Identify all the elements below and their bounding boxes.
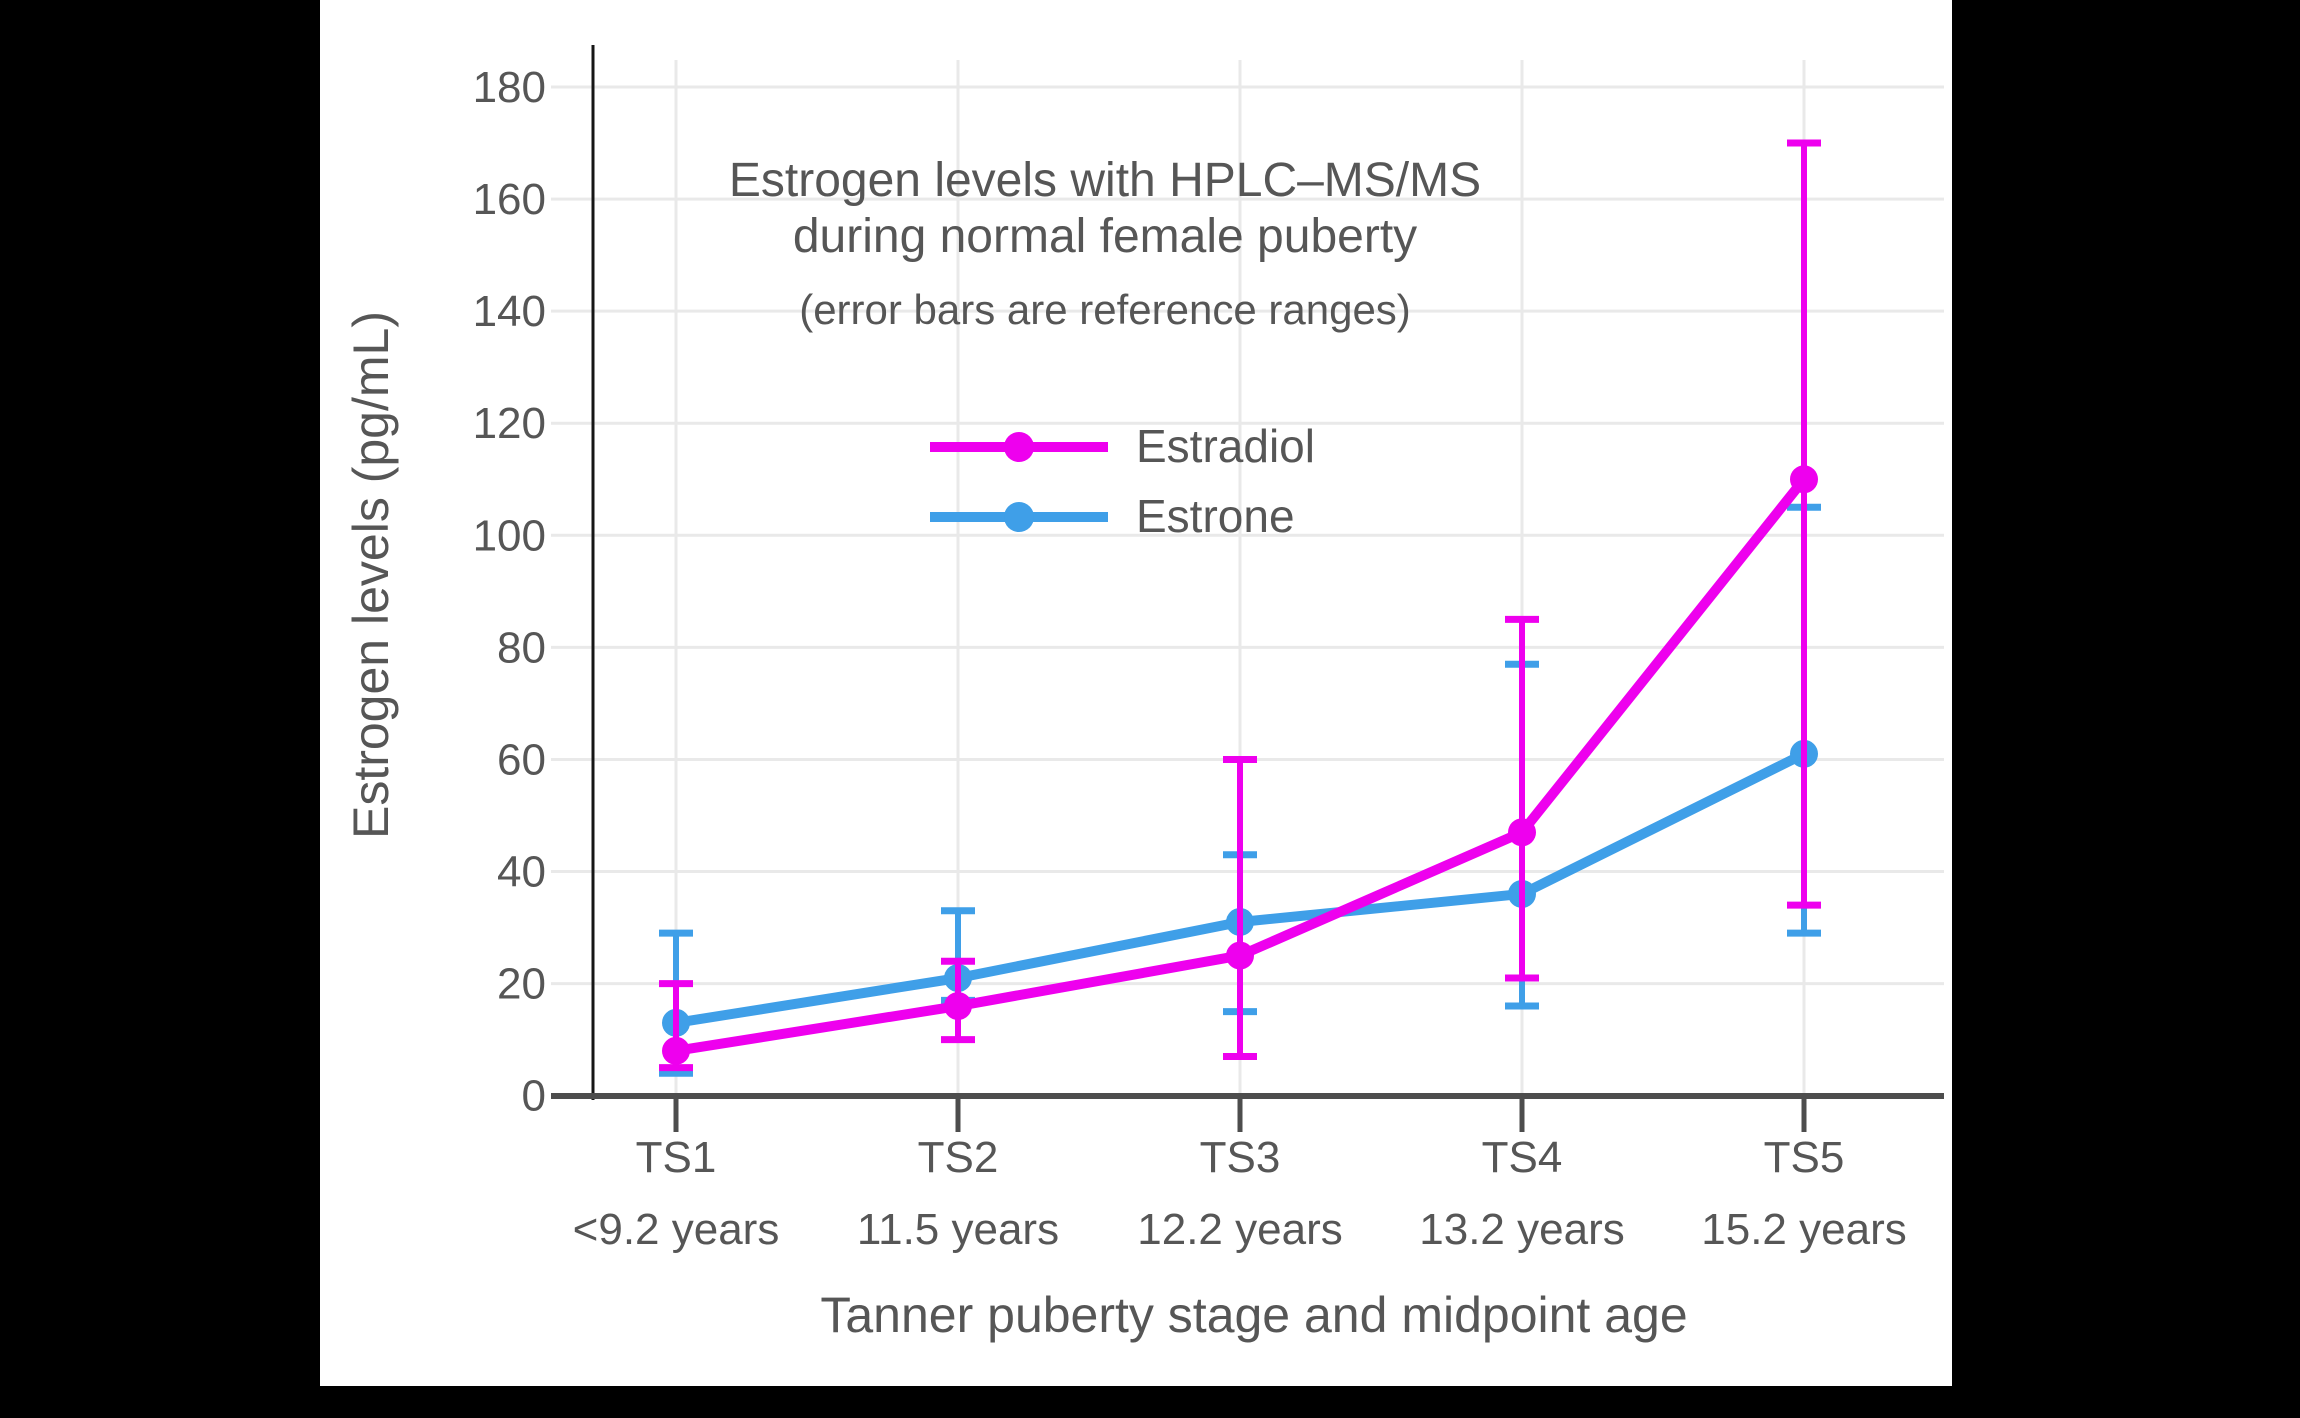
legend-item-estradiol: Estradiol bbox=[930, 420, 1315, 472]
x-tick-stage-label-TS5: TS5 bbox=[1764, 1133, 1845, 1182]
y-tick-label-120: 120 bbox=[473, 399, 546, 448]
y-tick-label-140: 140 bbox=[473, 287, 546, 336]
legend-label-estrone: Estrone bbox=[1136, 490, 1295, 542]
chart-title-line2: during normal female puberty bbox=[793, 210, 1417, 263]
x-tick-age-label-TS4: 13.2 years bbox=[1419, 1205, 1624, 1254]
y-axis-title: Estrogen levels (pg/mL) bbox=[343, 311, 399, 839]
y-tick-labels: 0 20 40 60 80 100 120 140 160 180 bbox=[473, 63, 546, 1121]
plot-canvas bbox=[320, 0, 1952, 1386]
legend-item-estrone: Estrone bbox=[930, 490, 1295, 542]
data-point-estradiol-TS1 bbox=[662, 1036, 690, 1065]
y-tick-label-40: 40 bbox=[497, 848, 546, 897]
data-point-estradiol-TS2 bbox=[944, 992, 972, 1021]
x-tick-stage-labels: TS1 TS2 TS3 TS4 TS5 bbox=[636, 1133, 1845, 1182]
x-tick-age-label-TS2: 11.5 years bbox=[857, 1205, 1059, 1254]
x-tick-stage-label-TS2: TS2 bbox=[918, 1133, 999, 1182]
x-tick-stage-label-TS1: TS1 bbox=[636, 1133, 717, 1182]
y-tick-label-20: 20 bbox=[497, 960, 546, 1009]
x-tick-stage-label-TS3: TS3 bbox=[1200, 1133, 1281, 1182]
data-point-estradiol-TS5 bbox=[1790, 465, 1818, 494]
y-tick-label-180: 180 bbox=[473, 63, 546, 112]
y-tick-label-0: 0 bbox=[522, 1072, 546, 1121]
data-point-estradiol-TS3 bbox=[1226, 941, 1254, 970]
data-point-estradiol-TS4 bbox=[1508, 818, 1536, 847]
y-tick-label-60: 60 bbox=[497, 735, 546, 784]
y-tick-label-80: 80 bbox=[497, 623, 546, 672]
legend: Estradiol Estrone bbox=[930, 420, 1315, 542]
x-tick-age-label-TS1: <9.2 years bbox=[573, 1205, 780, 1254]
estrone-legend-marker-icon bbox=[1004, 502, 1034, 532]
x-tick-age-labels: <9.2 years 11.5 years 12.2 years 13.2 years… bbox=[573, 1205, 1907, 1254]
chart-subtitle: (error bars are reference ranges) bbox=[799, 286, 1411, 333]
estradiol-legend-marker-icon bbox=[1004, 432, 1034, 462]
legend-label-estradiol: Estradiol bbox=[1136, 420, 1315, 472]
x-tick-age-label-TS3: 12.2 years bbox=[1137, 1205, 1342, 1254]
chart-title-line1: Estrogen levels with HPLC–MS/MS bbox=[729, 154, 1481, 207]
series-estradiol bbox=[659, 139, 1821, 1072]
y-tick-label-100: 100 bbox=[473, 511, 546, 560]
data-series bbox=[659, 139, 1821, 1077]
x-tick-age-label-TS5: 15.2 years bbox=[1701, 1205, 1906, 1254]
x-tick-marks bbox=[673, 1096, 1807, 1132]
y-tick-label-160: 160 bbox=[473, 175, 546, 224]
x-tick-stage-label-TS4: TS4 bbox=[1482, 1133, 1563, 1182]
x-axis-title: Tanner puberty stage and midpoint age bbox=[820, 1287, 1687, 1343]
